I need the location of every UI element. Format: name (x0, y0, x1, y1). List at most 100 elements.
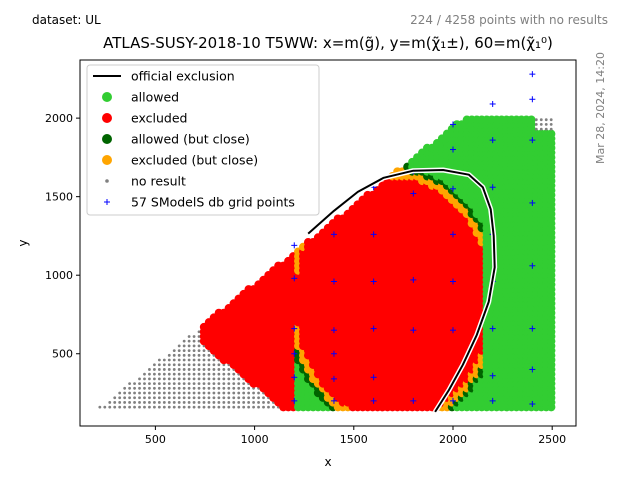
no-result-point (148, 386, 151, 390)
no-result-point (207, 353, 211, 357)
smodels-grid-point (489, 137, 496, 144)
no-result-point (177, 363, 181, 367)
no-result-point (227, 391, 231, 395)
no-result-point (177, 358, 181, 362)
no-result-point (227, 405, 231, 409)
no-result-point (247, 391, 251, 395)
no-result-point (202, 358, 206, 362)
no-result-point (162, 396, 166, 400)
no-result-point (172, 372, 176, 376)
no-result-point (192, 405, 196, 409)
no-result-point (192, 353, 196, 357)
no-result-point (212, 391, 216, 395)
smodels-grid-point (330, 397, 337, 404)
no-result-point (143, 386, 146, 390)
legend-label: allowed (but close) (131, 132, 250, 147)
no-result-point (197, 353, 201, 357)
no-result-point (172, 363, 176, 367)
no-result-point (192, 368, 196, 371)
no-result-point (103, 405, 107, 409)
smodels-grid-point (449, 185, 456, 192)
no-result-point (217, 363, 221, 367)
no-result-point (192, 391, 196, 395)
no-result-point (187, 401, 191, 404)
smodels-grid-point (330, 231, 337, 238)
legend: official exclusion allowed excluded allowed… (86, 64, 320, 216)
no-result-point (192, 401, 196, 404)
no-result-point (212, 396, 216, 400)
no-result-point (128, 396, 132, 400)
smodels-grid-point (370, 278, 377, 285)
no-result-point (252, 401, 256, 404)
no-result-point (182, 377, 186, 381)
no-result-point (197, 386, 201, 390)
no-result-point (187, 353, 191, 357)
no-result-point (162, 382, 166, 385)
no-result-point (138, 396, 141, 400)
legend-label: 57 SModelS db grid points (131, 195, 295, 210)
no-result-point (148, 382, 151, 385)
smodels-grid-point (529, 325, 536, 332)
no-result-point (172, 368, 176, 371)
no-result-point (157, 396, 161, 400)
no-result-point (182, 368, 186, 371)
smodels-grid-point (529, 401, 536, 408)
no-result-point (157, 401, 161, 404)
no-result-point (113, 396, 117, 400)
y-axis-label: y (16, 239, 30, 246)
no-result-point (197, 349, 201, 353)
no-result-point (202, 377, 206, 381)
no-result-point (539, 118, 543, 122)
no-result-point (157, 368, 161, 371)
no-result-point (222, 377, 226, 381)
no-result-point (143, 382, 146, 385)
no-result-point (544, 127, 548, 131)
no-result-point (272, 405, 275, 409)
legend-entry: allowed (but close) (102, 132, 250, 147)
no-result-point (167, 377, 171, 381)
no-result-point (153, 396, 156, 400)
no-result-point (187, 335, 191, 338)
no-result-point (133, 405, 136, 409)
no-result-point (192, 349, 196, 353)
no-result-point (217, 372, 221, 376)
no-result-point (237, 386, 241, 390)
smodels-grid-point (410, 397, 417, 404)
no-result-point (549, 127, 553, 131)
no-result-point (197, 368, 201, 371)
legend-entry: official exclusion (93, 69, 235, 84)
smodels-grid-point (330, 278, 337, 285)
smodels-grid-point (330, 375, 337, 382)
no-result-point (182, 339, 186, 343)
no-result-point (202, 349, 206, 353)
no-result-point (182, 353, 186, 357)
no-result-point (162, 401, 166, 404)
x-axis-ticks: 500 1000 1500 2000 2500 (145, 426, 566, 446)
no-result-point (252, 391, 256, 395)
no-result-point (128, 391, 132, 395)
legend-box (86, 64, 320, 216)
no-result-point (247, 405, 251, 409)
legend-label: excluded (but close) (131, 153, 258, 168)
smodels-grid-point (449, 146, 456, 153)
smodels-grid-point (449, 278, 456, 285)
no-result-point (148, 405, 151, 409)
smodels-grid-point (291, 374, 298, 381)
exclusion-contour (306, 167, 498, 414)
no-result-point (143, 372, 146, 376)
no-result-point (227, 396, 231, 400)
legend-label: allowed (131, 90, 179, 105)
no-result-point (539, 123, 543, 126)
smodels-grid-point (370, 397, 377, 404)
no-result-point (138, 401, 141, 404)
legend-entry: 57 SModelS db grid points (104, 195, 295, 210)
no-result-point (242, 382, 246, 385)
plot-regions (98, 115, 556, 412)
no-result-point (98, 405, 102, 409)
exclusion-contour-line (307, 169, 496, 413)
no-result-point (222, 401, 226, 404)
no-result-point (192, 363, 196, 367)
smodels-grid-point (291, 325, 298, 332)
region-point (547, 129, 556, 139)
no-result-point (197, 377, 201, 381)
